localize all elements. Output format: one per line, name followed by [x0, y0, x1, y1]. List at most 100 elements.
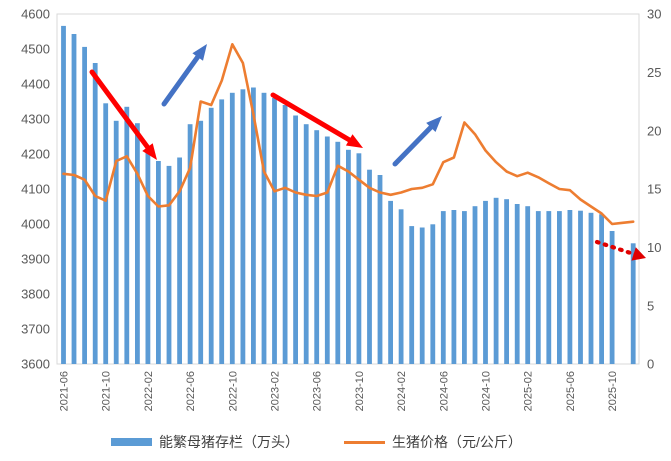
- bar-2023-04: [293, 115, 298, 364]
- bar-2024-06: [440, 211, 446, 364]
- x-axis-tick: 2023-02: [270, 371, 282, 411]
- left-axis-tick: 4500: [21, 42, 50, 57]
- bar-2023-05: [303, 124, 309, 364]
- red-arrow-down-1: [89, 69, 152, 153]
- bar-2021-12: [124, 106, 130, 365]
- right-axis-tick: 0: [647, 357, 654, 372]
- x-axis-tick: 2021-10: [101, 371, 113, 411]
- bar-2024-04: [419, 227, 425, 364]
- x-axis-tick: 2022-10: [227, 371, 239, 411]
- bar-2025-02: [525, 206, 531, 364]
- legend-line-swatch: [344, 440, 385, 444]
- red-arrow-dotted: [594, 239, 639, 257]
- bar-2025-05: [557, 211, 562, 364]
- bar-2021-07: [71, 34, 77, 364]
- bar-2024-12: [504, 199, 509, 364]
- left-axis-tick: 4300: [21, 112, 50, 127]
- bar-2022-09: [219, 99, 225, 365]
- bar-2023-10: [356, 153, 362, 364]
- red-arrow-down-1-head: [142, 143, 157, 160]
- bar-2024-10: [483, 200, 488, 364]
- legend-bar-swatch: [111, 438, 152, 446]
- x-axis-tick: 2023-10: [354, 371, 366, 411]
- x-axis-tick: 2024-02: [396, 371, 408, 411]
- blue-arrow-up-1: [161, 51, 202, 107]
- bar-2024-07: [451, 210, 457, 364]
- red-arrow-down-2-head: [345, 134, 363, 148]
- bar-2021-11: [113, 120, 119, 364]
- legend-bar-label: 能繁母猪存栏（万头）: [159, 434, 299, 450]
- left-axis-tick: 3600: [21, 357, 50, 372]
- left-axis-tick: 3800: [21, 287, 50, 302]
- right-axis-tick: 30: [647, 7, 661, 22]
- blue-arrow-up-2-head: [426, 116, 442, 132]
- bar-2024-02: [398, 209, 404, 364]
- red-arrow-dotted-head: [631, 247, 646, 261]
- right-axis-tick: 5: [647, 298, 654, 313]
- bar-2023-11: [367, 169, 372, 364]
- bar-2022-03: [156, 161, 161, 364]
- left-axis-tick: 4000: [21, 217, 50, 232]
- bar-2022-08: [208, 107, 214, 365]
- right-axis-tick: 20: [647, 123, 661, 138]
- bar-2022-01: [135, 123, 140, 364]
- bar-2022-06: [187, 124, 193, 364]
- bar-2024-09: [472, 206, 478, 364]
- bar-2022-10: [229, 92, 235, 365]
- x-axis-tick: 2025-02: [523, 371, 535, 411]
- left-axis-tick: 3700: [21, 322, 50, 337]
- x-axis-tick: 2023-06: [312, 371, 324, 411]
- bar-2023-02: [272, 98, 277, 364]
- bar-2022-05: [177, 157, 182, 364]
- right-axis-tick: 15: [647, 182, 661, 197]
- blue-arrow-up-2: [392, 122, 436, 167]
- legend-item-sow-inventory: 能繁母猪存栏（万头）: [111, 433, 299, 451]
- bar-2022-12: [251, 87, 256, 364]
- bar-2025-01: [514, 204, 520, 364]
- bar-2022-04: [166, 165, 172, 364]
- bar-2025-12: [630, 243, 636, 365]
- bar-2025-04: [546, 211, 552, 364]
- bar-2025-07: [578, 210, 583, 364]
- bar-2023-12: [377, 175, 383, 364]
- bar-2025-03: [535, 211, 541, 364]
- bar-2025-09: [599, 214, 604, 364]
- bar-2022-07: [198, 120, 204, 364]
- bar-2025-10: [609, 231, 615, 364]
- right-axis-tick: 25: [647, 65, 661, 80]
- left-axis-tick: 4200: [21, 147, 50, 162]
- left-axis-tick: 4400: [21, 77, 50, 92]
- bar-2024-01: [388, 200, 393, 364]
- bar-2024-05: [430, 224, 436, 364]
- price-line: [62, 42, 635, 226]
- red-arrow-down-2: [270, 92, 355, 144]
- bar-2024-03: [409, 226, 415, 364]
- bar-2021-08: [82, 46, 87, 365]
- bar-2023-09: [346, 149, 351, 364]
- x-axis-tick: 2024-06: [438, 371, 450, 411]
- bar-2023-07: [324, 136, 330, 364]
- bar-2023-03: [282, 105, 288, 364]
- bar-2023-06: [314, 130, 320, 364]
- x-axis-tick: 2022-02: [143, 371, 155, 411]
- bar-2023-01: [261, 92, 267, 365]
- bar-2025-08: [588, 212, 594, 364]
- x-axis-tick: 2024-10: [481, 371, 493, 411]
- x-axis-tick: 2025-10: [607, 371, 619, 411]
- left-axis-tick: 4600: [21, 7, 50, 22]
- left-axis-tick: 3900: [21, 252, 50, 267]
- bar-2024-08: [462, 211, 467, 364]
- left-axis-tick: 4100: [21, 182, 50, 197]
- blue-arrow-up-1-head: [192, 44, 207, 61]
- bar-2021-06: [61, 25, 66, 365]
- bar-2025-06: [567, 210, 573, 364]
- bar-2021-09: [92, 63, 98, 364]
- bar-2022-02: [145, 148, 151, 364]
- legend-item-pig-price: 生猪价格（元/公斤）: [344, 433, 522, 451]
- bar-2023-08: [335, 141, 341, 365]
- x-axis-tick: 2025-06: [565, 371, 577, 411]
- right-axis-tick: 10: [647, 240, 661, 255]
- bar-2021-10: [103, 103, 109, 365]
